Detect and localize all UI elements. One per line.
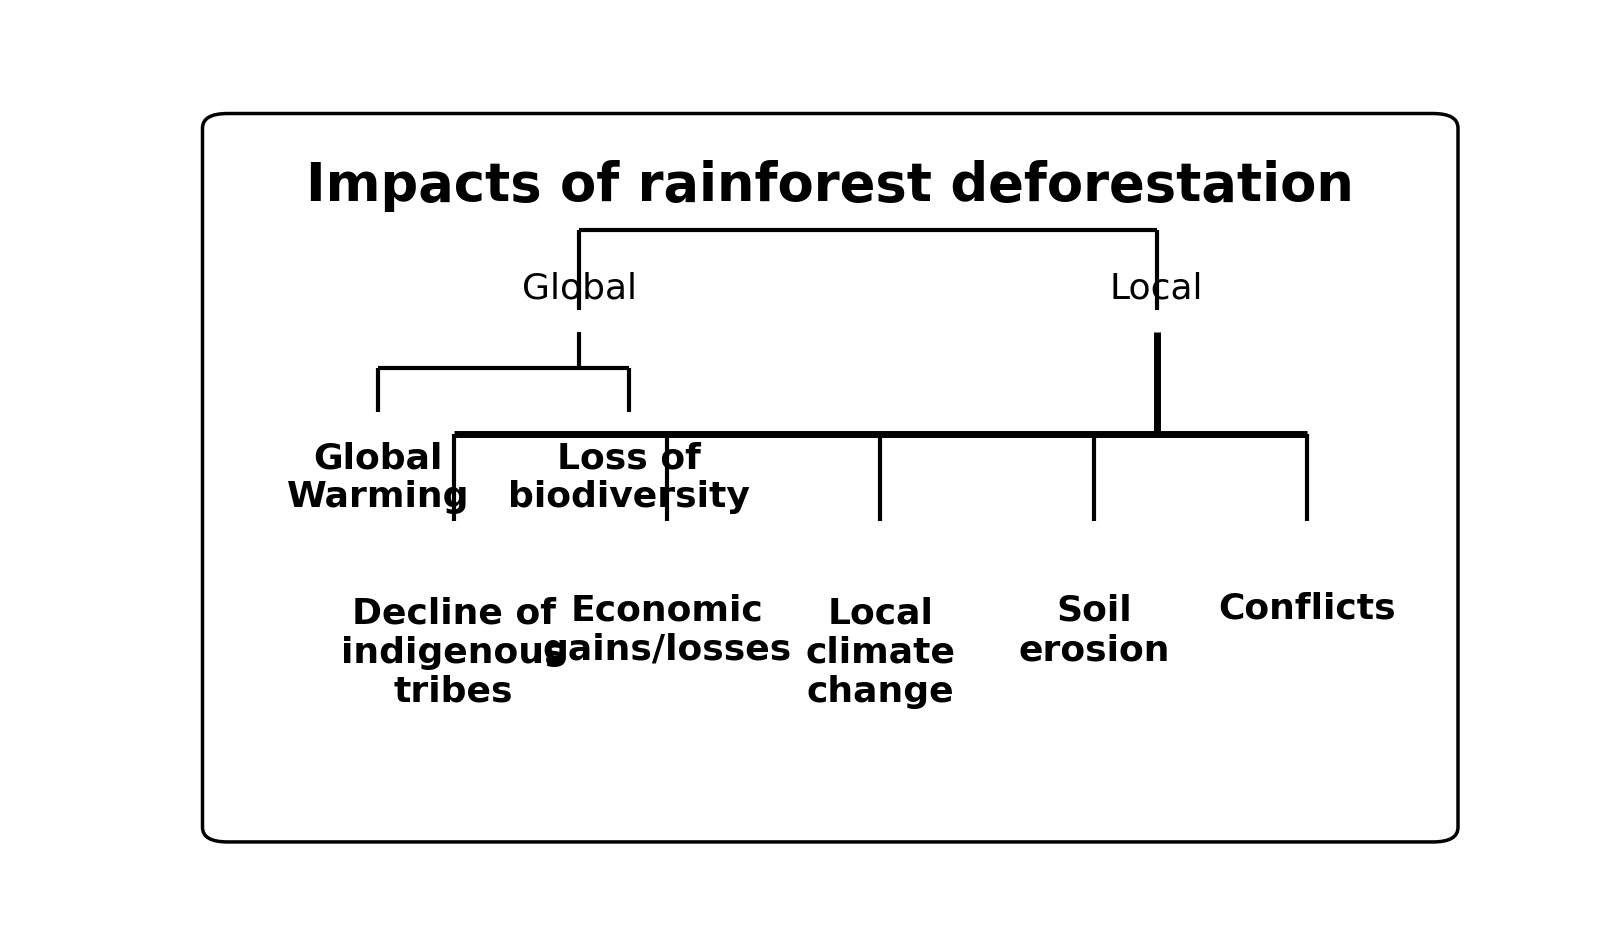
Text: Local: Local xyxy=(1110,272,1204,306)
Text: Conflicts: Conflicts xyxy=(1218,592,1396,626)
Text: Soil
erosion: Soil erosion xyxy=(1017,594,1170,667)
Text: Local
climate
change: Local climate change xyxy=(805,596,956,709)
Text: Decline of
indigenous
tribes: Decline of indigenous tribes xyxy=(342,596,565,709)
Text: Global
Warming: Global Warming xyxy=(287,441,470,515)
Text: Global: Global xyxy=(522,272,637,306)
Text: Impacts of rainforest deforestation: Impacts of rainforest deforestation xyxy=(306,161,1354,212)
Text: Loss of
biodiversity: Loss of biodiversity xyxy=(509,441,750,515)
Text: Economic
gains/losses: Economic gains/losses xyxy=(543,594,792,667)
